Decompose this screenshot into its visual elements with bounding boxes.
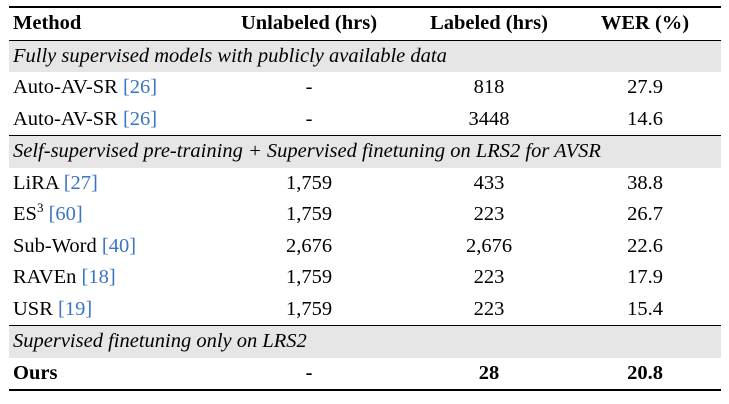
unlabeled-cell: 2,676 — [285, 234, 333, 257]
results-table-container: Method Unlabeled (hrs) Labeled (hrs) WER… — [9, 6, 721, 391]
table-row-ours: Ours - 28 20.8 — [9, 358, 721, 390]
wer-cell: 14.6 — [627, 107, 663, 130]
citation-link[interactable]: [26] — [122, 76, 158, 98]
labeled-cell: 818 — [473, 76, 505, 98]
header-unlabeled: Unlabeled (hrs) — [240, 12, 378, 34]
method-cell: Sub-Word [40] — [13, 234, 137, 257]
table-row: LiRA [27] 1,759 433 38.8 — [9, 168, 721, 200]
citation-link[interactable]: [18] — [81, 266, 116, 288]
results-table: Method Unlabeled (hrs) Labeled (hrs) WER… — [9, 6, 721, 391]
wer-cell: 17.9 — [627, 266, 663, 288]
table-row: RAVEn [18] 1,759 223 17.9 — [9, 262, 721, 294]
wer-cell: 22.6 — [627, 234, 663, 257]
labeled-cell: 223 — [473, 203, 505, 225]
method-cell: LiRA [27] — [13, 171, 98, 194]
section-header-fully-supervised: Fully supervised models with publicly av… — [9, 40, 721, 72]
unlabeled-cell: - — [305, 107, 313, 130]
wer-cell: 38.8 — [627, 171, 663, 194]
header-labeled: Labeled (hrs) — [430, 12, 548, 34]
method-cell: RAVEn [18] — [13, 266, 116, 288]
header-method: Method — [13, 12, 82, 34]
labeled-cell: 28 — [478, 361, 500, 384]
wer-cell: 26.7 — [627, 203, 663, 225]
method-cell: ES3 [60] — [13, 200, 83, 225]
method-cell: Auto-AV-SR [26] — [13, 107, 158, 130]
table-row: USR [19] 1,759 223 15.4 — [9, 294, 721, 326]
table-row: Auto-AV-SR [26] - 818 27.9 — [9, 72, 721, 104]
wer-cell: 15.4 — [627, 297, 663, 320]
table-header-row: Method Unlabeled (hrs) Labeled (hrs) WER… — [9, 7, 721, 40]
header-wer: WER (%) — [600, 12, 690, 34]
method-cell: Ours — [13, 361, 58, 384]
citation-link[interactable]: [60] — [48, 203, 83, 225]
labeled-cell: 223 — [473, 297, 505, 320]
method-cell: USR [19] — [13, 297, 93, 320]
section-title: Self-supervised pre-training + Supervise… — [9, 135, 721, 168]
unlabeled-cell: 1,759 — [285, 297, 333, 320]
wer-cell: 27.9 — [627, 76, 663, 98]
labeled-cell: 433 — [473, 171, 505, 194]
section-header-self-supervised: Self-supervised pre-training + Supervise… — [9, 135, 721, 168]
table-row: ES3 [60] 1,759 223 26.7 — [9, 199, 721, 231]
unlabeled-cell: 1,759 — [285, 203, 333, 225]
section-title: Supervised finetuning only on LRS2 — [9, 325, 721, 358]
unlabeled-cell: 1,759 — [285, 171, 333, 194]
citation-link[interactable]: [19] — [58, 297, 93, 320]
unlabeled-cell: - — [305, 361, 313, 384]
citation-link[interactable]: [40] — [101, 234, 137, 257]
unlabeled-cell: 1,759 — [285, 266, 333, 288]
labeled-cell: 223 — [473, 266, 505, 288]
section-title: Fully supervised models with publicly av… — [9, 40, 721, 72]
citation-link[interactable]: [26] — [122, 107, 158, 130]
unlabeled-cell: - — [305, 76, 313, 98]
wer-cell: 20.8 — [627, 361, 663, 384]
citation-link[interactable]: [27] — [63, 171, 98, 194]
section-header-finetuning-only: Supervised finetuning only on LRS2 — [9, 325, 721, 358]
table-row: Sub-Word [40] 2,676 2,676 22.6 — [9, 231, 721, 263]
labeled-cell: 3448 — [468, 107, 510, 130]
labeled-cell: 2,676 — [465, 234, 513, 257]
table-row: Auto-AV-SR [26] - 3448 14.6 — [9, 104, 721, 136]
method-cell: Auto-AV-SR [26] — [13, 76, 158, 98]
